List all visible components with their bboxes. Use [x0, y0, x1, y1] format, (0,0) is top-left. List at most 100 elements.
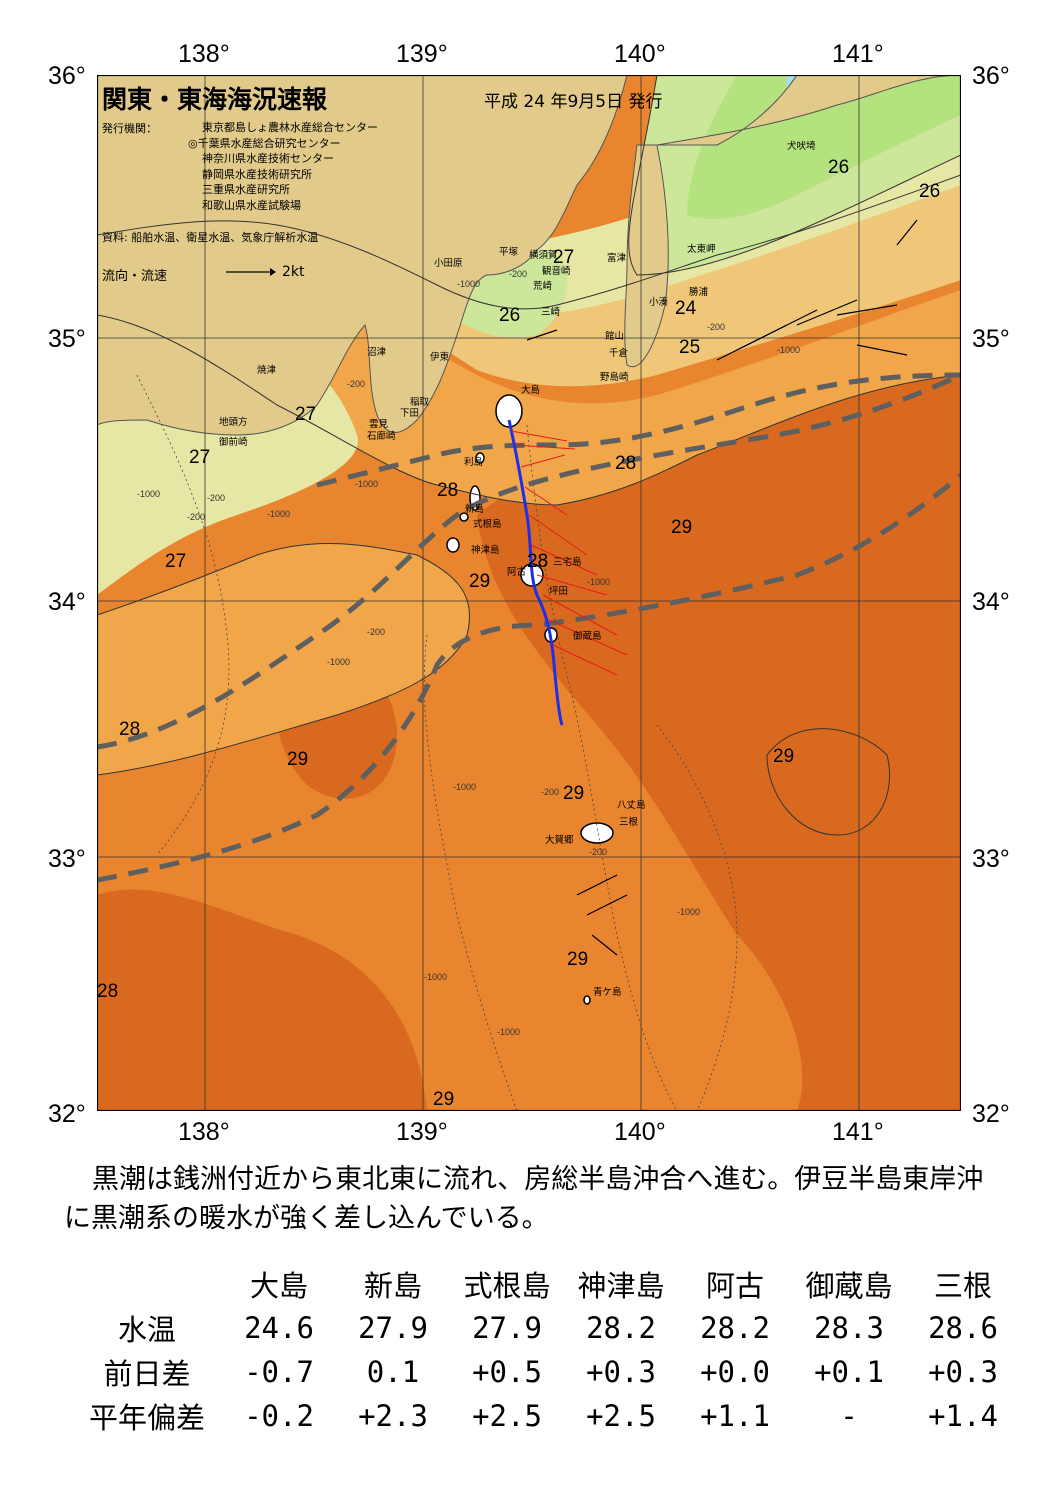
current-legend-label: 流向・流速 [102, 269, 168, 284]
land [97, 75, 961, 436]
map-frame [97, 75, 961, 1111]
temp-label: 27 [295, 404, 316, 425]
graticule [97, 75, 961, 1111]
temp-label: 28 [527, 551, 548, 572]
depth-label: -200 [707, 322, 725, 332]
place-label: 富津 [607, 252, 627, 264]
depth-label: -1000 [137, 489, 160, 499]
lon-label-138-bottom: 138° [178, 1118, 230, 1146]
table-cell: +0.1 [814, 1355, 884, 1389]
place-label: 地頭方 [219, 416, 248, 428]
depth-label: -1000 [424, 972, 447, 982]
depth-label: -1000 [587, 577, 610, 587]
table-cell: +2.5 [586, 1399, 656, 1433]
place-label: 伊東 [430, 351, 450, 363]
lat-label-35-right: 35° [972, 325, 1010, 353]
place-label: 館山 [605, 330, 624, 342]
table-cell: +2.3 [358, 1399, 428, 1433]
place-label: 新島 [465, 503, 484, 515]
table-cell: 0.1 [366, 1355, 420, 1389]
temp-label: 29 [433, 1089, 454, 1110]
table-cell: +1.4 [928, 1399, 998, 1433]
place-label: 沼津 [367, 347, 387, 358]
lon-label-140-top: 140° [614, 40, 666, 68]
place-label: 平塚 [499, 247, 519, 258]
kuroshio-axis [97, 372, 961, 883]
lon-label-141-bottom: 141° [832, 1118, 884, 1146]
depth-label: -200 [509, 269, 527, 279]
zone-24-25 [687, 75, 961, 219]
issuer-item: 三重県水産研究所 [202, 183, 290, 196]
depth-label: -200 [207, 493, 225, 503]
column-header: 神津島 [577, 1269, 665, 1303]
depth-label: -1000 [677, 907, 700, 917]
place-label: 三根 [619, 816, 639, 828]
table-cell: +2.5 [472, 1399, 542, 1433]
lat-label-34-right: 34° [972, 588, 1010, 616]
table-cell: 27.9 [472, 1311, 542, 1345]
table-cell: 28.2 [700, 1311, 770, 1345]
place-label: 荒崎 [533, 280, 553, 292]
table-row: 前日差 -0.7 0.1 +0.5 +0.3 +0.0 +0.1 +0.3 [72, 1350, 1020, 1394]
ship-current-vectors [510, 430, 628, 676]
temp-label: 29 [469, 571, 490, 592]
lat-label-33-left: 33° [48, 845, 86, 873]
column-header: 新島 [363, 1269, 422, 1303]
island-shikinejima [459, 512, 469, 522]
place-label: 神津島 [471, 544, 500, 556]
temp-label: 29 [671, 517, 692, 538]
depth-contours [136, 374, 738, 1111]
place-label: 八丈島 [617, 799, 646, 811]
depth-label: -1000 [453, 782, 476, 792]
temp-label: 27 [553, 247, 574, 268]
temp-label: 28 [437, 480, 458, 501]
summary-text: 黒潮は銭洲付近から東北東に流れ、房総半島沖合へ進む。伊豆半島東岸沖に黒潮系の暖水… [64, 1164, 984, 1234]
place-label: 御蔵島 [573, 630, 602, 642]
temp-label: 29 [773, 746, 794, 767]
place-label: 阿古 [507, 566, 527, 578]
lat-label-36-right: 36° [972, 62, 1010, 90]
place-label: 坪田 [549, 585, 568, 597]
place-label: 三崎 [541, 306, 561, 318]
place-label: 小湊 [649, 296, 669, 308]
issuer-item: 神奈川県水産技術センター [202, 152, 334, 165]
temp-label: 28 [119, 719, 140, 740]
lat-label-33-right: 33° [972, 845, 1010, 873]
row-label: 前日差 [103, 1357, 191, 1391]
temp-label: 28 [615, 453, 636, 474]
issuer-label: 発行機関： [102, 122, 157, 135]
column-header: 阿古 [705, 1269, 764, 1303]
place-names: 犬吠埼 太東岬 勝浦 小湊 富津 館山 千倉 野島崎 横須賀 観音崎 平塚 荒崎… [219, 140, 816, 998]
issuer-item: ◎千葉県水産総合研究センター [188, 136, 341, 150]
depth-labels: -1000 -200 -1000 -200 -200 -1000 -200 -1… [137, 269, 800, 1037]
issuer-item: 静岡県水産技術研究所 [202, 167, 312, 181]
table-cell: +0.5 [472, 1355, 542, 1389]
table-cell: +0.3 [586, 1355, 656, 1389]
depth-label: -1000 [355, 479, 378, 489]
place-label: 下田 [400, 408, 419, 419]
lat-label-36-left: 36° [48, 62, 86, 90]
island-kozushima [446, 537, 460, 553]
map-title: 関東・東海海況速報 [102, 85, 328, 114]
table-cell: 28.3 [814, 1311, 884, 1345]
depth-label: -1000 [457, 279, 480, 289]
place-label: 太東岬 [687, 243, 716, 255]
table-cell: - [840, 1399, 858, 1433]
lon-label-141-top: 141° [832, 40, 884, 68]
column-header: 三根 [933, 1269, 992, 1303]
place-label: 焼津 [257, 364, 277, 376]
column-header: 大島 [249, 1269, 308, 1303]
column-header: 御蔵島 [805, 1269, 893, 1303]
lon-label-138-top: 138° [178, 40, 230, 68]
place-label: 大島 [521, 384, 540, 396]
lon-label-139-bottom: 139° [396, 1118, 448, 1146]
sea-temperature-map: 26 26 27 26 24 25 27 27 28 28 29 27 28 2… [97, 75, 961, 1111]
temp-label: 26 [828, 157, 849, 178]
ship-track [507, 419, 564, 726]
table-cell: 27.9 [358, 1311, 428, 1345]
place-label: 観音崎 [542, 265, 571, 277]
temperature-labels: 26 26 27 26 24 25 27 27 28 28 29 27 28 2… [97, 157, 940, 1110]
island-aogashima [583, 995, 591, 1005]
temp-label: 29 [563, 783, 584, 804]
table-cell: +0.0 [700, 1355, 770, 1389]
